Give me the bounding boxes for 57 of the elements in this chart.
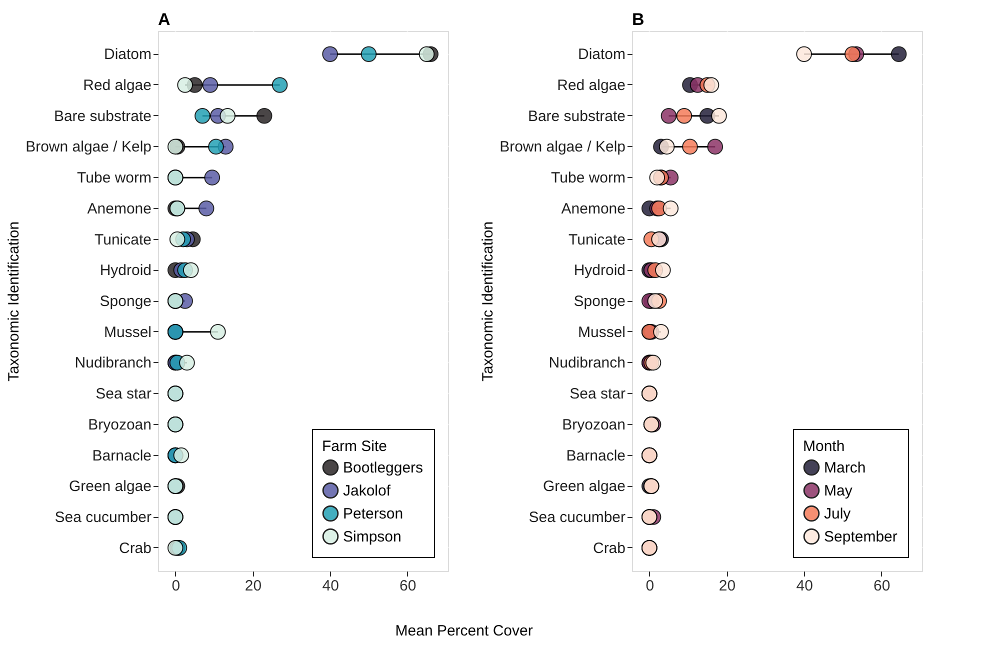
y-tick-label: Tube worm [551, 170, 626, 187]
y-tick-label: Mussel [104, 324, 152, 341]
y-tick-label: Nudibranch [74, 354, 152, 372]
y-tick-label: Bare substrate [528, 108, 626, 125]
chart-title: B [632, 10, 644, 29]
y-tick-label: Hydroid [100, 262, 152, 280]
x-tick-label: 40 [796, 578, 813, 594]
legend-label: Bootleggers [343, 460, 424, 476]
legend-label: Peterson [343, 506, 404, 522]
y-tick-label: Crab [118, 540, 152, 557]
legend-label: Jakolof [343, 482, 392, 500]
y-tick-label: Bare substrate [54, 108, 152, 125]
y-tick-label: Sponge [574, 293, 626, 310]
y-tick-label: Bryozoan [562, 416, 626, 434]
y-axis-title: Taxonomic Identification [6, 221, 23, 382]
y-tick-label: Nudibranch [548, 354, 626, 372]
y-tick-label: Tube worm [77, 170, 152, 187]
legend-label: September [824, 528, 898, 546]
y-tick-label: Red algae [83, 77, 152, 94]
legend-title: Farm Site [322, 438, 388, 455]
x-tick-label: 20 [244, 578, 262, 594]
x-tick-label: 20 [718, 578, 736, 594]
x-tick-label: 60 [874, 578, 890, 594]
y-tick-label: Sea cucumber [528, 509, 626, 526]
y-tick-label: Diatom [578, 46, 626, 64]
legend-label: Simpson [343, 528, 402, 546]
y-tick-label: Diatom [104, 46, 152, 64]
x-tick-label: 0 [646, 578, 654, 594]
y-tick-label: Mussel [578, 324, 626, 341]
y-axis-title: Taxonomic Identification [480, 221, 497, 382]
y-tick-label: Hydroid [574, 262, 626, 280]
legend-label: July [824, 506, 852, 522]
y-tick-label: Sea cucumber [54, 509, 152, 526]
y-tick-label: Anemone [87, 200, 152, 218]
y-tick-label: Sponge [100, 293, 152, 310]
x-axis-title: Mean Percent Cover [395, 622, 533, 640]
legend-label: March [824, 460, 866, 476]
y-tick-label: Tunicate [568, 231, 626, 248]
x-tick-label: 60 [400, 578, 416, 594]
y-tick-label: Brown algae / Kelp [500, 138, 626, 156]
y-tick-label: Bryozoan [88, 416, 152, 434]
legend-label: May [824, 482, 853, 500]
y-tick-label: Green algae [542, 478, 626, 496]
y-tick-label: Anemone [561, 200, 626, 218]
chart-title: A [158, 10, 170, 29]
y-tick-label: Tunicate [94, 231, 152, 248]
y-tick-label: Barnacle [92, 447, 152, 464]
y-tick-label: Red algae [557, 77, 626, 94]
legend-title: Month [803, 438, 845, 455]
y-tick-label: Sea star [96, 386, 152, 403]
y-tick-label: Brown algae / Kelp [26, 138, 152, 156]
y-tick-label: Crab [592, 540, 626, 557]
y-tick-label: Barnacle [566, 447, 626, 464]
y-tick-label: Sea star [570, 386, 626, 403]
x-tick-label: 40 [322, 578, 339, 594]
y-tick-label: Green algae [68, 478, 152, 496]
x-tick-label: 0 [172, 578, 180, 594]
